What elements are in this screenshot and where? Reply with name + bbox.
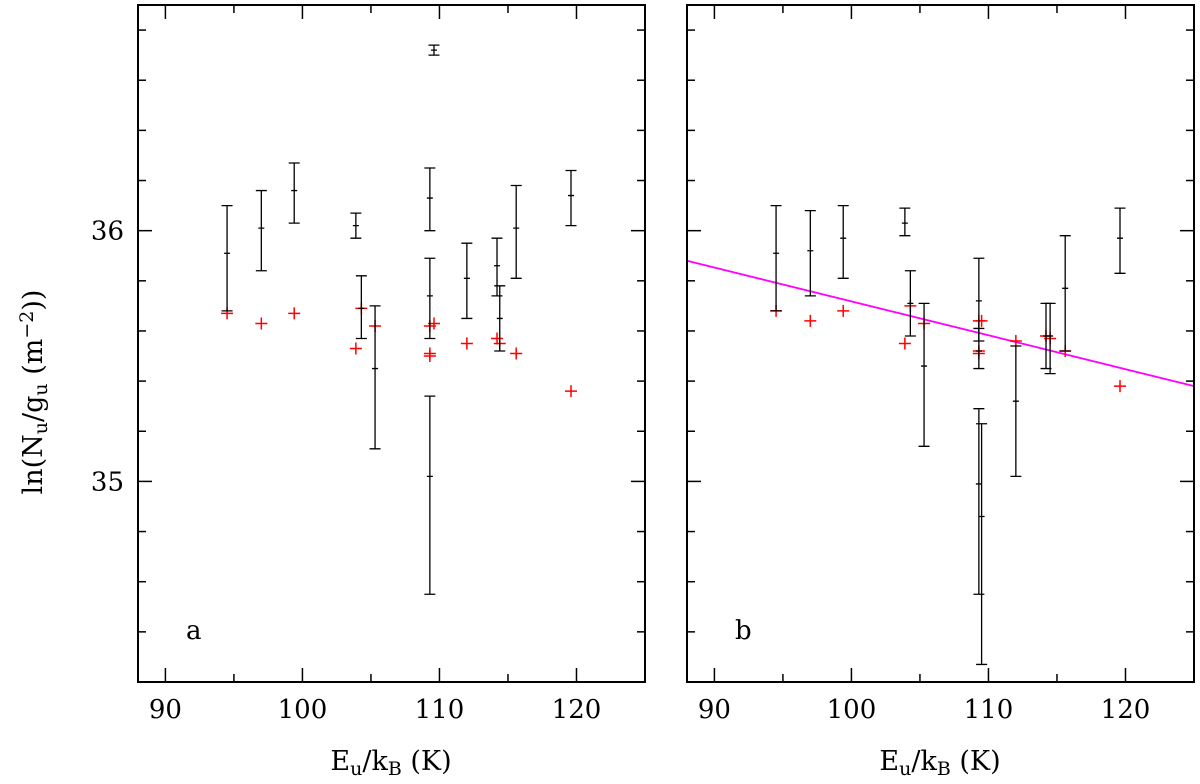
panel-b-frame <box>686 4 1195 683</box>
panel-a-frame <box>137 4 646 683</box>
model-point <box>837 304 850 317</box>
model-point <box>460 337 473 350</box>
observed-point <box>355 275 367 340</box>
observed-point <box>288 162 300 224</box>
observed-point <box>1044 302 1056 375</box>
model-point <box>898 337 911 350</box>
model-point <box>565 385 578 398</box>
model-point <box>423 350 436 363</box>
observed-point <box>461 242 473 320</box>
panel-b: 90 100 110 120 b Eu/kB (K) <box>686 4 1195 780</box>
model-point <box>510 347 523 360</box>
observed-point <box>1010 345 1022 478</box>
observed-point <box>369 305 381 450</box>
x-tick-label: 100 <box>278 695 328 725</box>
x-tick-label: 110 <box>415 695 465 725</box>
model-point <box>255 317 268 330</box>
panel-a-label: a <box>186 616 202 646</box>
x-tick-label: 100 <box>827 695 877 725</box>
y-axis-label: ln(Nu/gu (m−2)) <box>16 290 51 495</box>
observed-point <box>837 204 849 279</box>
model-point <box>491 332 504 345</box>
observed-point <box>428 44 440 56</box>
observed-point <box>804 209 816 297</box>
observed-point <box>770 204 782 312</box>
y-tick-label: 35 <box>91 467 124 497</box>
observed-point <box>424 167 436 232</box>
x-tick-label: 90 <box>698 695 731 725</box>
observed-point <box>565 169 577 227</box>
model-point <box>975 314 988 327</box>
panel-b-x-axis-label: Eu/kB (K) <box>879 746 1000 780</box>
observed-point <box>424 257 436 340</box>
x-tick-label: 120 <box>552 695 602 725</box>
observed-point <box>510 184 522 279</box>
observed-point <box>1114 207 1126 274</box>
fit-line <box>686 259 1195 387</box>
panel-a-marks: 90 100 110 120 35 36 <box>91 5 646 725</box>
observed-point <box>973 327 985 370</box>
panel-a-x-axis-label: Eu/kB (K) <box>330 746 451 780</box>
model-point <box>804 314 817 327</box>
observed-point <box>350 212 362 239</box>
x-tick-label: 90 <box>149 695 182 725</box>
observed-point <box>899 207 911 237</box>
observed-point <box>918 302 930 447</box>
panel-b-marks: 90 100 110 120 <box>686 5 1195 725</box>
observed-point <box>494 285 506 352</box>
observed-point <box>491 237 503 297</box>
model-point <box>288 307 301 320</box>
panel-b-label: b <box>735 616 752 646</box>
observed-point <box>973 257 985 342</box>
x-tick-label: 110 <box>964 695 1014 725</box>
observed-point <box>973 408 985 595</box>
y-tick-label: 36 <box>91 217 124 247</box>
x-tick-label: 120 <box>1101 695 1151 725</box>
observed-point <box>255 189 267 272</box>
model-point <box>1114 380 1127 393</box>
observed-point <box>221 204 233 312</box>
panel-a: 90 100 110 120 35 36 a Eu/kB (K) <box>91 4 646 780</box>
observed-point <box>904 270 916 337</box>
observed-point <box>976 423 988 666</box>
observed-point <box>424 395 436 595</box>
model-point <box>349 342 362 355</box>
model-point <box>1009 334 1022 347</box>
observed-point <box>1059 235 1071 352</box>
